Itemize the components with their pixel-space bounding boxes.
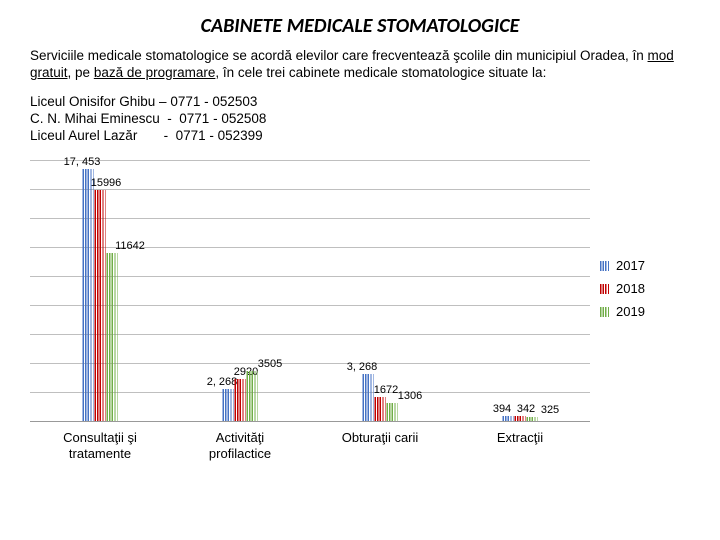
chart-gridline (30, 160, 590, 161)
intro-underline-2: bază de programare (94, 65, 216, 80)
chart-bar-label: 17, 453 (64, 156, 101, 168)
legend-item: 2017 (600, 258, 700, 273)
chart-bar-fill (235, 379, 246, 421)
legend-item: 2018 (600, 281, 700, 296)
chart-bar-label: 1306 (398, 390, 422, 402)
legend-swatch (600, 261, 610, 271)
legend-swatch (600, 284, 610, 294)
chart-bar-label: 11642 (115, 240, 145, 252)
chart-bar-cluster: 3, 26816721306 (363, 374, 398, 421)
legend-label: 2019 (616, 304, 645, 319)
chart-bar-fill (223, 389, 234, 422)
chart-bar-label: 394 (493, 403, 511, 415)
chart-category-group: 3, 26816721306Obturaţii carii (310, 162, 450, 421)
intro-paragraph: Serviciile medicale stomatologice se aco… (30, 48, 690, 82)
chart-bar: 17, 453 (83, 169, 94, 421)
chart-plot-area: 17, 4531599611642Consultaţii şi tratamen… (30, 162, 590, 422)
chart-bar: 1672 (375, 397, 386, 421)
chart-bar: 325 (527, 417, 538, 422)
chart-bar-fill (387, 403, 398, 422)
chart-bar-label: 1672 (374, 384, 398, 396)
chart-bar-cluster: 17, 4531599611642 (83, 169, 118, 421)
chart-bar-fill (527, 417, 538, 422)
chart-bar: 394 (503, 416, 514, 422)
chart-category-group: 394342325Extracţii (450, 162, 590, 421)
chart-bar-cluster: 394342325 (503, 416, 538, 422)
chart-bar-fill (503, 416, 514, 422)
chart-bar-label: 342 (517, 403, 535, 415)
chart-bar: 3505 (247, 371, 258, 422)
intro-text-1: Serviciile medicale stomatologice se aco… (30, 48, 648, 63)
chart-category-label: Obturaţii carii (310, 430, 450, 446)
bar-chart: 17, 4531599611642Consultaţii şi tratamen… (30, 162, 690, 482)
chart-category-group: 2, 26829203505Activităţi profilactice (170, 162, 310, 421)
chart-category-label: Consultaţii şi tratamente (30, 430, 170, 461)
chart-bar-cluster: 2, 26829203505 (223, 371, 258, 422)
chart-bar-label: 3, 268 (347, 361, 378, 373)
chart-bar-fill (107, 253, 118, 421)
legend-swatch (600, 307, 610, 317)
chart-bar: 3, 268 (363, 374, 374, 421)
chart-bar-fill (375, 397, 386, 421)
legend-label: 2017 (616, 258, 645, 273)
chart-bar-label: 15996 (91, 177, 122, 189)
chart-bar-fill (247, 371, 258, 422)
chart-legend: 2017 2018 2019 (600, 250, 700, 327)
chart-bar: 2, 268 (223, 389, 234, 422)
page-title: CABINETE MEDICALE STOMATOLOGICE (30, 14, 690, 38)
chart-bar-fill (95, 190, 106, 421)
chart-bar-label: 3505 (258, 358, 282, 370)
chart-bar: 11642 (107, 253, 118, 421)
intro-text-3: , în cele trei cabinete medicale stomato… (215, 65, 546, 80)
locations-list: Liceul Onisifor Ghibu – 0771 - 052503 C.… (30, 94, 690, 145)
intro-text-2: , pe (68, 65, 94, 80)
chart-bar-label: 325 (541, 404, 559, 416)
chart-category-label: Extracţii (450, 430, 590, 446)
chart-bar: 2920 (235, 379, 246, 421)
chart-bar: 15996 (95, 190, 106, 421)
legend-label: 2018 (616, 281, 645, 296)
chart-bar-fill (83, 169, 94, 421)
chart-category-group: 17, 4531599611642Consultaţii şi tratamen… (30, 162, 170, 421)
chart-bar: 1306 (387, 403, 398, 422)
chart-bar: 342 (515, 416, 526, 421)
chart-bar-label: 2, 268 (207, 376, 238, 388)
chart-bar-fill (515, 416, 526, 421)
chart-category-label: Activităţi profilactice (170, 430, 310, 461)
legend-item: 2019 (600, 304, 700, 319)
chart-bar-fill (363, 374, 374, 421)
